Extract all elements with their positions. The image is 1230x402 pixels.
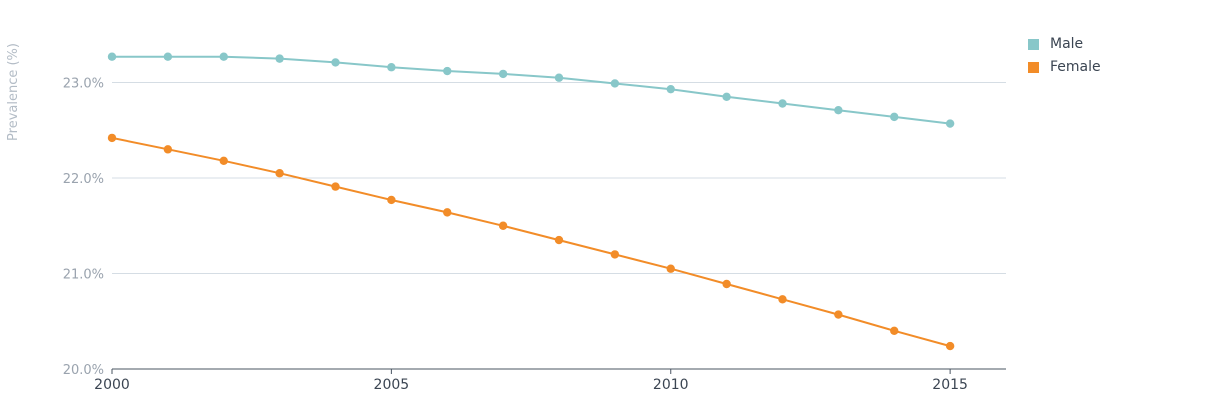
legend-label-male: Male xyxy=(1050,35,1084,52)
data-point-female-2006 xyxy=(443,208,452,217)
data-point-male-2011 xyxy=(722,92,731,102)
data-point-male-2010 xyxy=(666,84,675,94)
y-axis-label: Prevalence (%) xyxy=(6,43,21,141)
legend-item-male[interactable]: Male xyxy=(1028,32,1101,55)
data-point-female-2013 xyxy=(834,310,843,319)
legend-label-female: Female xyxy=(1050,58,1101,75)
data-point-female-2010 xyxy=(666,264,675,273)
series-line-male xyxy=(112,55,951,125)
x-axis: 2000 2005 2010 2015 xyxy=(94,368,1006,393)
data-point-male-2006 xyxy=(443,66,452,76)
data-point-female-2007 xyxy=(498,221,508,230)
data-point-male-2007 xyxy=(498,69,508,79)
series-line-female xyxy=(111,136,951,348)
data-point-female-2002 xyxy=(219,156,228,166)
data-point-male-2008 xyxy=(554,73,564,82)
data-point-female-2015 xyxy=(945,341,955,351)
y-tick-label-1: 21.0% xyxy=(63,268,104,283)
gridlines xyxy=(112,82,1006,370)
x-tick-label-2: 2010 xyxy=(653,377,689,393)
data-point-male-2004 xyxy=(331,58,340,67)
legend: Male Female xyxy=(1028,32,1101,78)
x-tick-label-1: 2005 xyxy=(374,377,410,393)
data-point-male-2012 xyxy=(778,99,787,108)
y-tick-label-3: 23.0% xyxy=(63,77,104,92)
data-point-female-2003 xyxy=(275,169,284,178)
y-tick-label-0: 20.0% xyxy=(63,363,104,378)
x-tick-label-0: 2000 xyxy=(94,377,130,393)
y-tick-label-2: 22.0% xyxy=(63,172,104,187)
legend-swatch-female xyxy=(1028,62,1039,73)
data-point-female-2000 xyxy=(107,133,117,143)
data-point-female-2005 xyxy=(387,195,396,205)
y-axis-ticks: 20.0% 21.0% 22.0% 23.0% xyxy=(63,77,104,379)
data-point-female-2012 xyxy=(778,295,787,304)
data-point-male-2005 xyxy=(387,63,396,72)
data-point-female-2009 xyxy=(610,250,620,259)
data-point-female-2011 xyxy=(722,279,731,289)
data-point-male-2013 xyxy=(834,105,843,115)
data-point-female-2014 xyxy=(890,326,899,335)
legend-swatch-male xyxy=(1028,39,1039,50)
data-point-male-2002 xyxy=(219,52,228,61)
data-point-male-2009 xyxy=(610,79,620,88)
data-point-female-2001 xyxy=(163,145,173,154)
data-point-male-2000 xyxy=(107,52,117,61)
data-point-male-2001 xyxy=(163,52,173,61)
data-point-male-2015 xyxy=(945,119,955,128)
legend-item-female[interactable]: Female xyxy=(1028,55,1101,78)
series-group xyxy=(107,52,955,351)
data-point-female-2004 xyxy=(331,182,340,191)
data-point-male-2003 xyxy=(275,54,284,63)
x-tick-label-3: 2015 xyxy=(932,377,968,393)
data-point-male-2014 xyxy=(890,112,899,122)
data-point-female-2008 xyxy=(554,235,564,245)
